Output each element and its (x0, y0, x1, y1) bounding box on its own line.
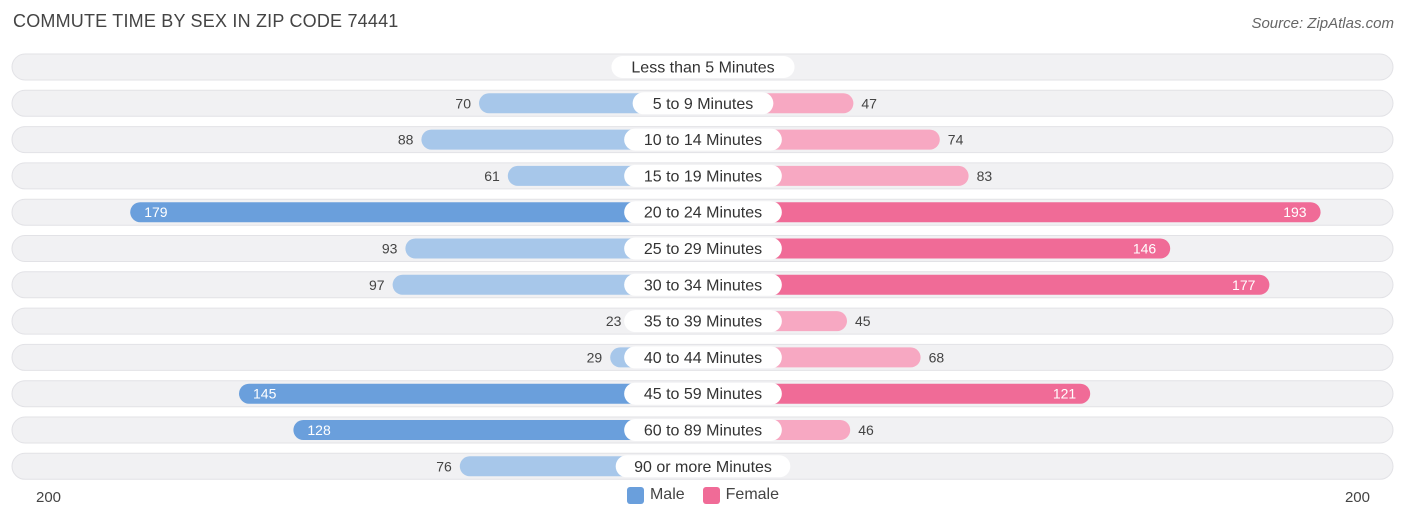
category-pill (624, 273, 782, 296)
category-pill (624, 201, 782, 224)
category-pill (615, 455, 791, 478)
source-label: Source: ZipAtlas.com (1251, 15, 1394, 32)
category-label: 45 to 59 Minutes (644, 386, 762, 403)
male-value-label: 61 (484, 168, 500, 184)
male-value-label: 128 (307, 422, 331, 438)
category-label: 40 to 44 Minutes (644, 350, 762, 367)
category-pill (624, 382, 782, 405)
female-value-label: 74 (948, 132, 964, 148)
category-label: 10 to 14 Minutes (644, 132, 762, 149)
female-bar (693, 238, 1171, 259)
legend-item-male[interactable]: Male (626, 486, 685, 504)
axis-left-label: 200 (36, 489, 62, 506)
category-pill (624, 346, 782, 369)
category-label: 20 to 24 Minutes (644, 205, 762, 222)
category-label: 35 to 39 Minutes (644, 314, 762, 331)
female-value-label: 193 (1283, 204, 1307, 220)
legend-male-label: Male (649, 486, 685, 503)
female-bar (693, 383, 1091, 404)
category-pill (624, 237, 782, 260)
female-value-label: 68 (929, 349, 945, 365)
category-label: 90 or more Minutes (634, 459, 772, 476)
female-bar (693, 202, 1321, 223)
category-label: Less than 5 Minutes (631, 60, 774, 77)
female-bar (693, 274, 1270, 295)
female-value-label: 177 (1232, 277, 1256, 293)
category-pill (624, 164, 782, 187)
female-value-label: 146 (1133, 241, 1157, 257)
category-pill (611, 56, 795, 78)
male-value-label: 145 (253, 386, 277, 402)
male-bar (293, 420, 713, 440)
female-value-label: 121 (1053, 386, 1077, 402)
male-value-label: 23 (606, 313, 622, 329)
female-swatch (702, 486, 720, 504)
chart-title: COMMUTE TIME BY SEX IN ZIP CODE 74441 (13, 11, 399, 31)
legend-female-label: Female (725, 486, 780, 503)
legend: Male Female (0, 486, 1406, 504)
male-value-label: 70 (455, 95, 471, 111)
male-swatch (626, 486, 644, 504)
male-value-label: 97 (369, 277, 385, 293)
category-pill (632, 92, 774, 115)
male-value-label: 88 (398, 132, 414, 148)
female-value-label: 46 (858, 422, 874, 438)
male-bar (130, 202, 713, 223)
male-value-label: 29 (587, 349, 603, 365)
category-label: 60 to 89 Minutes (644, 423, 762, 440)
male-bar (239, 383, 713, 404)
legend-item-female[interactable]: Female (702, 486, 780, 504)
male-value-label: 76 (436, 458, 452, 474)
category-pill (624, 128, 782, 151)
female-value-label: 47 (861, 95, 877, 111)
category-label: 15 to 19 Minutes (644, 168, 762, 185)
female-value-label: 45 (855, 313, 871, 329)
female-value-label: 83 (977, 168, 993, 184)
axis-right-label: 200 (1344, 489, 1370, 506)
male-value-label: 93 (382, 241, 398, 257)
category-label: 30 to 34 Minutes (644, 277, 762, 294)
category-pill (624, 419, 782, 441)
category-label: 5 to 9 Minutes (653, 96, 754, 113)
category-label: 25 to 29 Minutes (644, 241, 762, 258)
male-value-label: 179 (144, 204, 168, 220)
category-pill (624, 310, 782, 333)
